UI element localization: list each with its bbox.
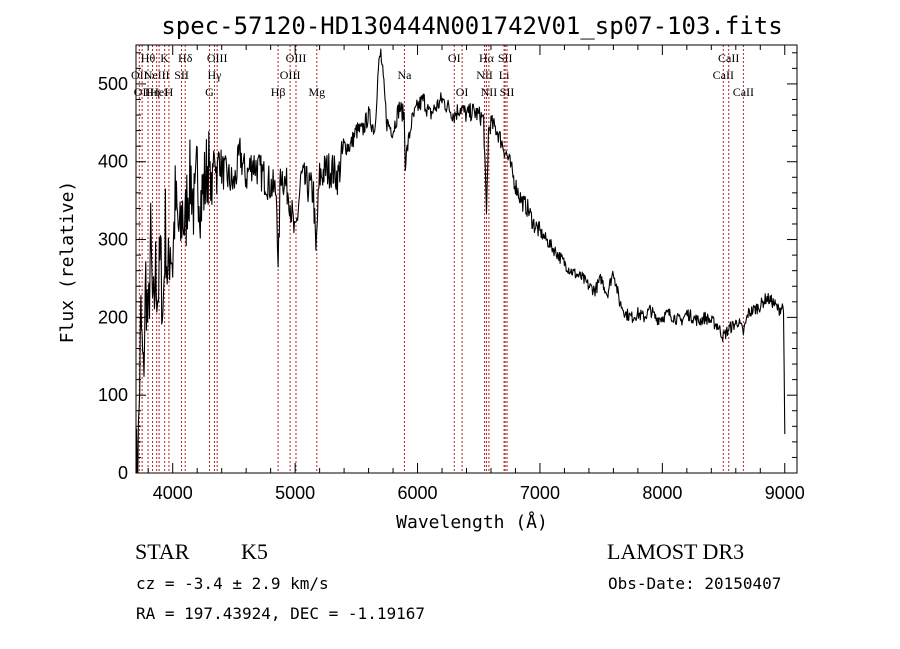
y-axis-label: Flux (relative) (57, 181, 78, 344)
line-marker-label: SII (174, 68, 189, 82)
line-marker-label: Hθ (141, 51, 156, 65)
object-subclass: K5 (241, 539, 268, 564)
line-marker-label: Hα (479, 51, 495, 65)
spectrum-series (135, 48, 786, 474)
plot-frame (135, 44, 798, 474)
line-marker-label: Hδ (178, 51, 193, 65)
x-tick-label: 4000 (153, 483, 193, 503)
coordinates: RA = 197.43924, DEC = -1.19167 (136, 604, 425, 623)
line-marker-label: CaII (718, 51, 739, 65)
line-marker-label: OIII (280, 68, 301, 82)
line-marker-label: H (165, 85, 174, 99)
spectrum-line (135, 48, 786, 474)
x-tick-label: 8000 (642, 483, 682, 503)
line-marker-label: Hη (145, 85, 160, 99)
line-marker-label: Hβ (271, 85, 286, 99)
x-tick-label: 5000 (275, 483, 315, 503)
y-tick-label: 200 (98, 307, 128, 327)
x-tick-label: 7000 (520, 483, 560, 503)
line-marker-label: OII (134, 85, 151, 99)
line-marker-label: OIII (286, 51, 307, 65)
line-marker-label: SII (498, 51, 513, 65)
x-axis-label: Wavelength (Å) (396, 511, 548, 533)
line-marker-label: Li (499, 68, 510, 82)
line-marker-label: NII (481, 85, 498, 99)
line-marker-label: CaII (733, 85, 754, 99)
x-tick-label: 6000 (398, 483, 438, 503)
line-marker-label: G (205, 85, 214, 99)
line-marker-label: SII (500, 85, 515, 99)
line-marker-label: NeIII (144, 68, 170, 82)
y-tick-label: 400 (98, 152, 128, 172)
y-tick-label: 300 (98, 230, 128, 250)
line-marker-label: K (160, 51, 169, 65)
line-marker-label: OII (131, 68, 148, 82)
redshift-readout: cz = -3.4 ± 2.9 km/s (136, 574, 329, 593)
line-markers: OIIOIIHθHηNeIIIHeIKHSIIHδGHγOIIIHβOIIIOI… (131, 45, 754, 473)
y-tick-label: 100 (98, 385, 128, 405)
y-tick-label: 500 (98, 74, 128, 94)
line-marker-label: Hγ (207, 68, 222, 82)
line-marker-label: HeI (150, 85, 168, 99)
axes: 4000 5000 6000 7000 8000 9000 0 100 200 300 400 500 (98, 45, 805, 503)
line-marker-label: OI (456, 85, 469, 99)
object-class: STAR (135, 539, 190, 564)
x-tick-label: 9000 (765, 483, 805, 503)
line-marker-label: OI (448, 51, 461, 65)
line-marker-label: NII (476, 68, 493, 82)
line-marker-label: Mg (308, 85, 325, 99)
obs-date: Obs-Date: 20150407 (608, 574, 782, 593)
line-marker-label: OIII (207, 51, 228, 65)
survey-name: LAMOST DR3 (607, 539, 745, 564)
chart-title: spec-57120-HD130444N001742V01_sp07-103.f… (161, 12, 782, 40)
line-marker-label: CaII (713, 68, 734, 82)
y-tick-label: 0 (118, 463, 128, 483)
line-marker-label: Na (397, 68, 412, 82)
